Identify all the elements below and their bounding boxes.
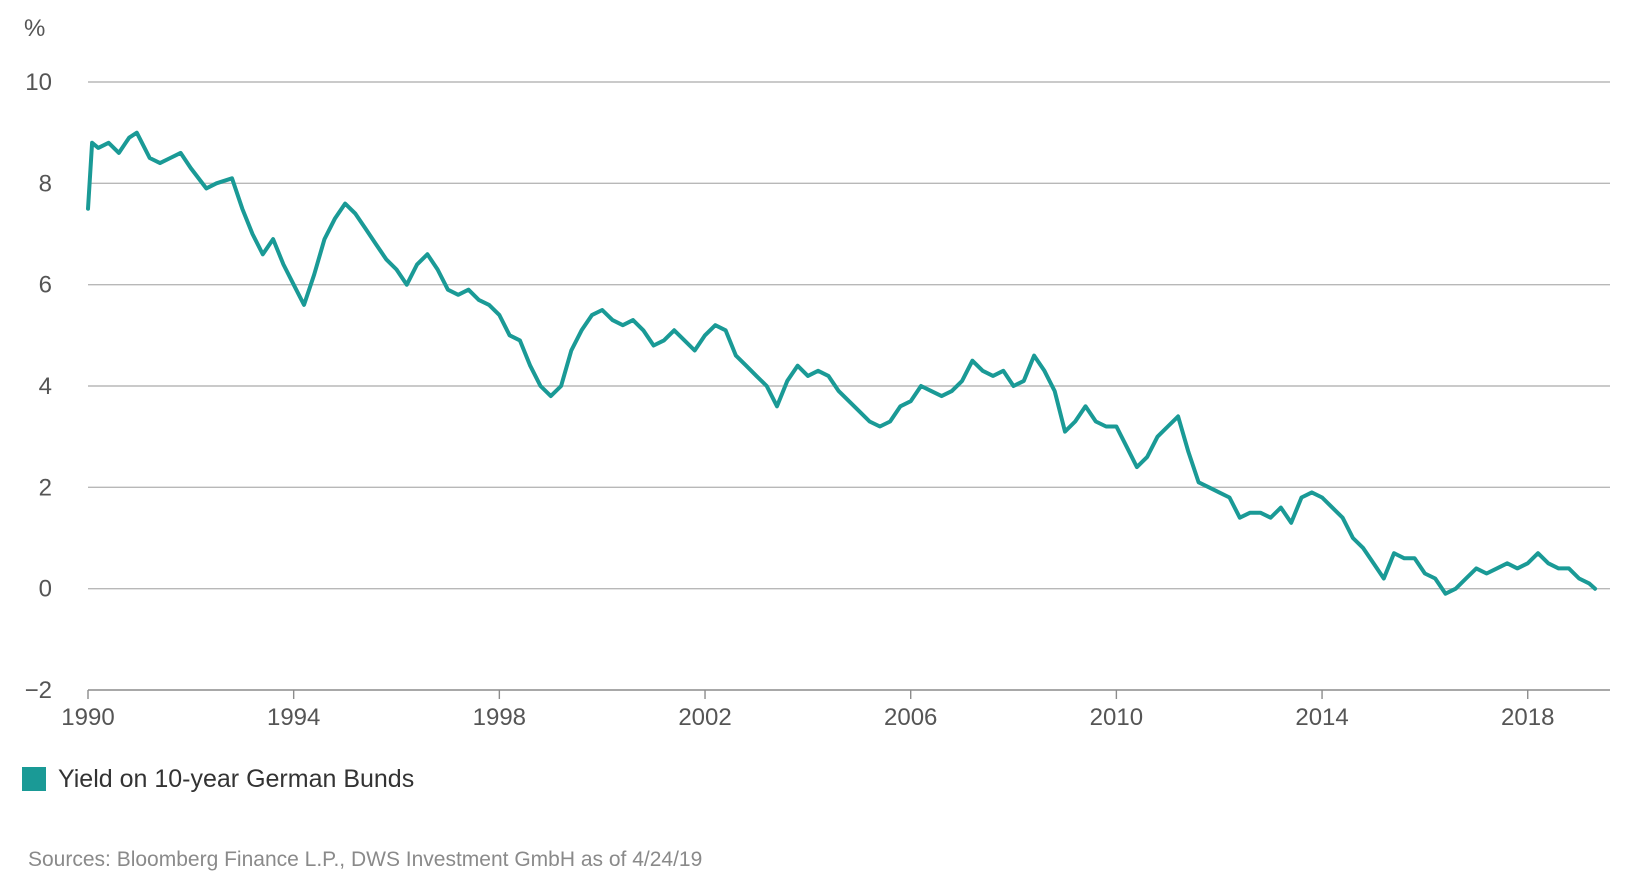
legend: Yield on 10-year German Bunds: [22, 764, 414, 794]
y-axis-unit-label: %: [24, 15, 45, 42]
source-note: Sources: Bloomberg Finance L.P., DWS Inv…: [28, 848, 703, 871]
y-tick-label: 8: [39, 170, 52, 197]
x-tick-label: 1998: [473, 704, 526, 731]
y-tick-label: 10: [25, 69, 52, 96]
x-tick-label: 2006: [884, 704, 937, 731]
legend-label: Yield on 10-year German Bunds: [58, 764, 415, 793]
x-tick-label: 1990: [61, 704, 114, 731]
legend-swatch: [22, 767, 46, 791]
grid-lines: [88, 81, 1610, 691]
y-tick-label: 2: [39, 474, 52, 501]
x-tick-label: 2010: [1090, 704, 1143, 731]
series-lines: [86, 130, 1598, 596]
y-tick-label: −2: [25, 677, 52, 704]
x-axis-ticks: 1990 1994 1998 2002 2006 2010 2014 2018: [61, 690, 1554, 731]
y-tick-label: 0: [39, 576, 52, 603]
y-tick-label: 4: [39, 373, 52, 400]
y-axis-ticks: −2 0 2 4 6 8 10: [25, 69, 52, 704]
x-tick-label: 2002: [678, 704, 731, 731]
x-tick-label: 1994: [267, 704, 320, 731]
series-line-0: [86, 130, 1598, 596]
x-tick-label: 2018: [1501, 704, 1554, 731]
y-tick-label: 6: [39, 272, 52, 299]
x-tick-label: 2014: [1295, 704, 1348, 731]
